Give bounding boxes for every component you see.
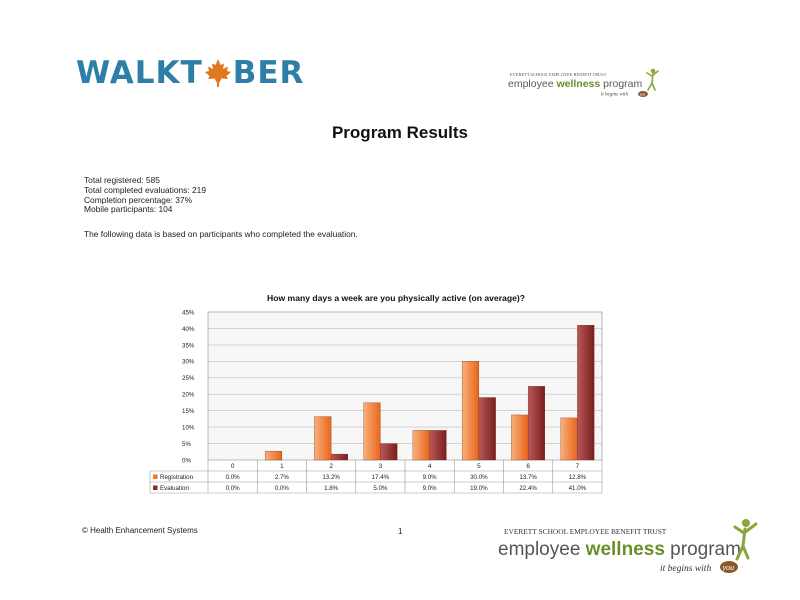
data-label-evaluation: 5.0% bbox=[373, 485, 388, 492]
x-category-label: 3 bbox=[379, 463, 383, 470]
stat-total-registered: Total registered: 585 bbox=[84, 175, 160, 185]
y-tick-label: 25% bbox=[182, 375, 195, 382]
legend-swatch-evaluation bbox=[153, 485, 158, 490]
data-label-registration: 13.2% bbox=[322, 474, 340, 481]
y-tick-label: 45% bbox=[182, 309, 195, 316]
legend-label-evaluation: Evaluation bbox=[160, 485, 189, 492]
data-label-evaluation: 0.0% bbox=[226, 485, 241, 492]
partner-trust-text-bottom: EVERETT SCHOOL EMPLOYEE BENEFIT TRUST bbox=[504, 527, 667, 536]
chart-title: How many days a week are you physically … bbox=[267, 293, 525, 303]
x-category-label: 4 bbox=[428, 463, 432, 470]
activity-days-chart: How many days a week are you physically … bbox=[149, 293, 603, 494]
data-label-evaluation: 22.4% bbox=[519, 485, 537, 492]
bar-registration-3 bbox=[363, 402, 381, 461]
bar-registration-4 bbox=[412, 430, 430, 461]
x-category-label: 1 bbox=[280, 463, 284, 470]
data-label-registration: 2.7% bbox=[275, 474, 290, 481]
stat-total-evaluations: Total completed evaluations: 219 bbox=[84, 184, 206, 195]
employee-wellness-logo-bottom: EVERETT SCHOOL EMPLOYEE BENEFIT TRUST em… bbox=[498, 519, 758, 574]
svg-text:employee wellness program: employee wellness program bbox=[508, 78, 643, 90]
data-label-evaluation: 19.0% bbox=[470, 485, 488, 492]
bar-evaluation-4 bbox=[429, 430, 447, 461]
walktober-logo: WALKT BER bbox=[76, 55, 305, 91]
stat-completion-percentage: Completion percentage: 37% bbox=[84, 194, 193, 205]
y-tick-label: 35% bbox=[182, 342, 195, 349]
svg-text:you: you bbox=[639, 92, 646, 97]
bar-evaluation-2 bbox=[330, 453, 349, 461]
y-tick-label: 40% bbox=[182, 326, 195, 333]
page-title: Program Results bbox=[331, 123, 469, 142]
bar-evaluation-5 bbox=[478, 397, 496, 461]
bar-evaluation-6 bbox=[527, 386, 546, 461]
x-category-label: 6 bbox=[526, 463, 530, 470]
bar-registration-6 bbox=[511, 414, 529, 461]
maple-leaf-icon bbox=[204, 59, 231, 87]
bar-registration-7 bbox=[560, 417, 578, 461]
stat-mobile-participants: Mobile participants: 104 bbox=[84, 204, 173, 215]
data-label-evaluation: 0.0% bbox=[275, 485, 290, 492]
y-tick-label: 10% bbox=[182, 425, 195, 432]
bar-registration-1 bbox=[264, 450, 283, 461]
data-label-registration: 0.0% bbox=[226, 474, 241, 481]
y-tick-label: 20% bbox=[182, 392, 195, 399]
figure-icon bbox=[646, 68, 659, 91]
x-category-label: 5 bbox=[477, 463, 481, 470]
legend-swatch-registration bbox=[153, 474, 158, 479]
svg-text:employee wellness program: employee wellness program bbox=[498, 539, 741, 560]
partner-trust-text: EVERETT SCHOOL EMPLOYEE BENEFIT TRUST bbox=[510, 72, 607, 77]
data-label-registration: 13.7% bbox=[519, 474, 537, 481]
data-label-registration: 9.0% bbox=[423, 474, 438, 481]
data-label-registration: 17.4% bbox=[372, 474, 390, 481]
walktober-text-left: WALKT bbox=[76, 55, 203, 91]
walktober-text-right: BER bbox=[232, 55, 305, 91]
data-label-evaluation: 41.0% bbox=[569, 485, 587, 492]
x-category-label: 0 bbox=[231, 463, 235, 470]
svg-text:you: you bbox=[722, 563, 735, 572]
y-tick-label: 30% bbox=[182, 359, 195, 366]
y-tick-label: 5% bbox=[182, 441, 191, 448]
bar-evaluation-3 bbox=[380, 443, 398, 461]
figure-icon bbox=[733, 519, 758, 561]
svg-text:it begins with: it begins with bbox=[601, 93, 628, 98]
footer-copyright: © Health Enhancement Systems bbox=[82, 526, 198, 535]
x-category-label: 2 bbox=[329, 463, 333, 470]
stats-list: Total registered: 585 Total completed ev… bbox=[84, 175, 206, 215]
y-tick-label: 0% bbox=[182, 457, 191, 464]
page-number: 1 bbox=[398, 527, 403, 536]
data-note: The following data is based on participa… bbox=[84, 229, 358, 239]
data-label-registration: 30.0% bbox=[470, 474, 488, 481]
bar-registration-2 bbox=[314, 416, 332, 461]
data-label-evaluation: 1.8% bbox=[324, 485, 339, 492]
employee-wellness-logo-top: EVERETT SCHOOL EMPLOYEE BENEFIT TRUST em… bbox=[508, 68, 659, 98]
x-category-label: 7 bbox=[576, 463, 580, 470]
y-tick-label: 15% bbox=[182, 408, 195, 415]
legend-label-registration: Registration bbox=[160, 474, 194, 481]
bar-registration-5 bbox=[461, 361, 480, 461]
bar-evaluation-7 bbox=[577, 325, 595, 461]
data-label-registration: 12.8% bbox=[569, 474, 587, 481]
svg-text:it begins with: it begins with bbox=[660, 564, 711, 574]
data-label-evaluation: 9.0% bbox=[423, 485, 438, 492]
